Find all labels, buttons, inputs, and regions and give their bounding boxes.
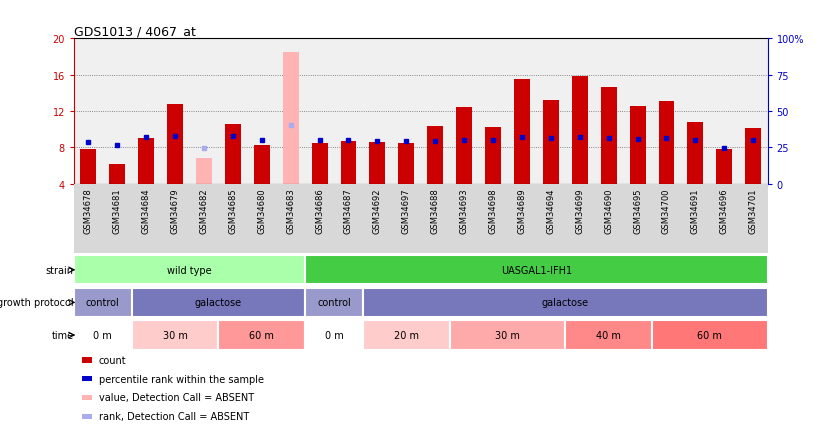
Bar bbox=[74, 321, 131, 350]
Bar bbox=[652, 321, 768, 350]
Bar bbox=[74, 256, 305, 285]
Text: GSM34691: GSM34691 bbox=[690, 188, 699, 233]
Bar bbox=[601, 88, 617, 184]
Bar bbox=[138, 139, 154, 184]
Bar bbox=[485, 128, 501, 184]
Text: strain: strain bbox=[46, 265, 74, 275]
Text: GSM34679: GSM34679 bbox=[171, 188, 180, 233]
Text: 60 m: 60 m bbox=[250, 330, 274, 340]
Bar bbox=[717, 150, 732, 184]
Text: GSM34695: GSM34695 bbox=[633, 188, 642, 233]
Bar bbox=[427, 127, 443, 184]
Text: 20 m: 20 m bbox=[394, 330, 419, 340]
Bar bbox=[225, 125, 241, 184]
Text: GSM34696: GSM34696 bbox=[720, 188, 729, 233]
Bar bbox=[630, 107, 645, 184]
Text: 30 m: 30 m bbox=[163, 330, 187, 340]
Bar bbox=[282, 53, 299, 184]
Text: GSM34685: GSM34685 bbox=[228, 188, 237, 233]
Bar bbox=[167, 105, 183, 184]
Text: percentile rank within the sample: percentile rank within the sample bbox=[99, 374, 264, 384]
Text: GSM34687: GSM34687 bbox=[344, 188, 353, 233]
Bar bbox=[658, 102, 674, 184]
Text: growth protocol: growth protocol bbox=[0, 298, 74, 308]
Text: GSM34692: GSM34692 bbox=[373, 188, 382, 233]
Bar bbox=[363, 321, 450, 350]
Bar bbox=[196, 159, 212, 184]
Text: wild type: wild type bbox=[167, 265, 212, 275]
Text: GSM34681: GSM34681 bbox=[112, 188, 122, 233]
Text: GSM34698: GSM34698 bbox=[488, 188, 498, 233]
Text: GDS1013 / 4067_at: GDS1013 / 4067_at bbox=[74, 25, 195, 38]
Bar bbox=[341, 142, 356, 184]
Bar bbox=[312, 144, 328, 184]
Text: galactose: galactose bbox=[542, 298, 589, 308]
Bar bbox=[305, 321, 363, 350]
Bar bbox=[456, 108, 472, 184]
Text: GSM34684: GSM34684 bbox=[142, 188, 151, 233]
Text: control: control bbox=[86, 298, 120, 308]
Text: GSM34683: GSM34683 bbox=[287, 188, 296, 233]
Text: control: control bbox=[317, 298, 351, 308]
Text: time: time bbox=[52, 330, 74, 340]
Text: GSM34697: GSM34697 bbox=[401, 188, 410, 233]
Bar bbox=[745, 129, 761, 184]
Text: rank, Detection Call = ABSENT: rank, Detection Call = ABSENT bbox=[99, 411, 249, 421]
Text: GSM34678: GSM34678 bbox=[84, 188, 93, 233]
Text: GSM34690: GSM34690 bbox=[604, 188, 613, 233]
Bar bbox=[131, 288, 305, 317]
Bar bbox=[80, 150, 96, 184]
Bar bbox=[398, 144, 415, 184]
Bar bbox=[369, 143, 385, 184]
Bar bbox=[218, 321, 305, 350]
Text: UASGAL1-IFH1: UASGAL1-IFH1 bbox=[501, 265, 572, 275]
Bar bbox=[131, 321, 218, 350]
Bar bbox=[254, 145, 270, 184]
Bar bbox=[514, 80, 530, 184]
Bar bbox=[566, 321, 652, 350]
Text: 40 m: 40 m bbox=[596, 330, 621, 340]
Text: GSM34700: GSM34700 bbox=[662, 188, 671, 233]
Bar bbox=[571, 77, 588, 184]
Bar bbox=[450, 321, 566, 350]
Text: value, Detection Call = ABSENT: value, Detection Call = ABSENT bbox=[99, 393, 254, 402]
Bar bbox=[305, 256, 768, 285]
Text: GSM34689: GSM34689 bbox=[517, 188, 526, 233]
Text: GSM34694: GSM34694 bbox=[546, 188, 555, 233]
Bar bbox=[363, 288, 768, 317]
Text: GSM34699: GSM34699 bbox=[576, 188, 585, 233]
Text: GSM34701: GSM34701 bbox=[749, 188, 758, 233]
Text: galactose: galactose bbox=[195, 298, 242, 308]
Text: GSM34688: GSM34688 bbox=[431, 188, 440, 233]
Text: 30 m: 30 m bbox=[495, 330, 520, 340]
Text: 0 m: 0 m bbox=[324, 330, 343, 340]
Bar bbox=[543, 101, 559, 184]
Text: GSM34682: GSM34682 bbox=[200, 188, 209, 233]
Text: 0 m: 0 m bbox=[94, 330, 112, 340]
Bar bbox=[74, 288, 131, 317]
Bar bbox=[109, 164, 125, 184]
Text: GSM34693: GSM34693 bbox=[460, 188, 469, 233]
Text: GSM34680: GSM34680 bbox=[257, 188, 266, 233]
Bar bbox=[687, 123, 704, 184]
Bar bbox=[305, 288, 363, 317]
Text: GSM34686: GSM34686 bbox=[315, 188, 324, 233]
Text: 60 m: 60 m bbox=[697, 330, 722, 340]
Text: count: count bbox=[99, 355, 126, 365]
